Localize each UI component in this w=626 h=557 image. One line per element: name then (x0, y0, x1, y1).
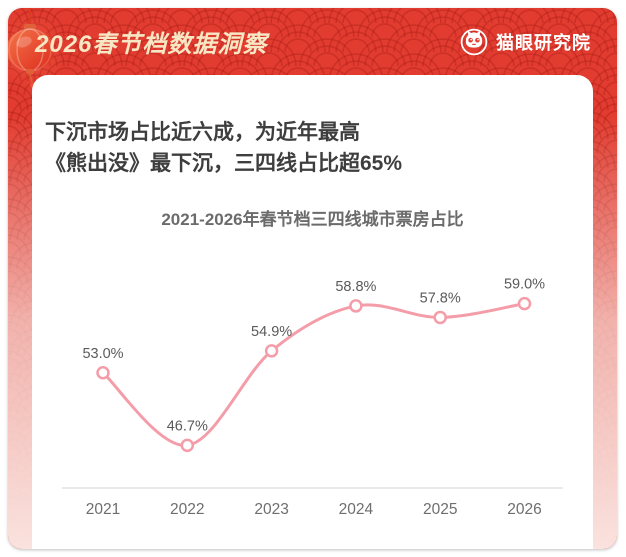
svg-text:57.8%: 57.8% (420, 290, 461, 306)
svg-text:2023: 2023 (254, 501, 288, 518)
svg-text:2021: 2021 (86, 501, 120, 518)
headline: 下沉市场占比近六成，为近年最高 《熊出没》最下沉，三四线占比超65% (32, 117, 593, 179)
poster-background: 2026春节档数据洞察 猫眼研究院 下沉市场占比近六成，为近年最高 《熊出没》最… (8, 8, 617, 549)
header: 2026春节档数据洞察 猫眼研究院 (8, 8, 617, 88)
chart-title: 2021-2026年春节档三四线城市票房占比 (161, 210, 464, 229)
box-office-line-chart: 53.0% 2021 46.7% 2022 54.9% 2023 58.8% 2024 57.8… (62, 277, 563, 518)
svg-text:58.8%: 58.8% (335, 279, 376, 295)
headline-line2: 《熊出没》最下沉，三四线占比超65% (45, 152, 403, 175)
svg-text:2024: 2024 (339, 501, 374, 518)
lantern-icon (8, 8, 65, 88)
chart-container: 53.0% 2021 46.7% 2022 54.9% 2023 58.8% 2024 57.8… (32, 246, 593, 546)
maoyan-cat-icon (460, 28, 488, 55)
logo-text: 猫眼研究院 (496, 32, 591, 53)
svg-text:59.0%: 59.0% (504, 277, 545, 293)
content-card: 下沉市场占比近六成，为近年最高 《熊出没》最下沉，三四线占比超65% 2021-… (32, 75, 593, 549)
svg-text:54.9%: 54.9% (251, 324, 292, 340)
headline-line1: 下沉市场占比近六成，为近年最高 (45, 121, 360, 144)
page-title: 2026春节档数据洞察 (35, 31, 268, 58)
svg-text:53.0%: 53.0% (82, 346, 123, 362)
svg-text:2026: 2026 (507, 501, 541, 518)
maoyan-logo: 猫眼研究院 (460, 28, 591, 56)
svg-text:2022: 2022 (170, 501, 204, 518)
svg-text:46.7%: 46.7% (167, 418, 208, 434)
svg-text:2025: 2025 (423, 501, 457, 518)
